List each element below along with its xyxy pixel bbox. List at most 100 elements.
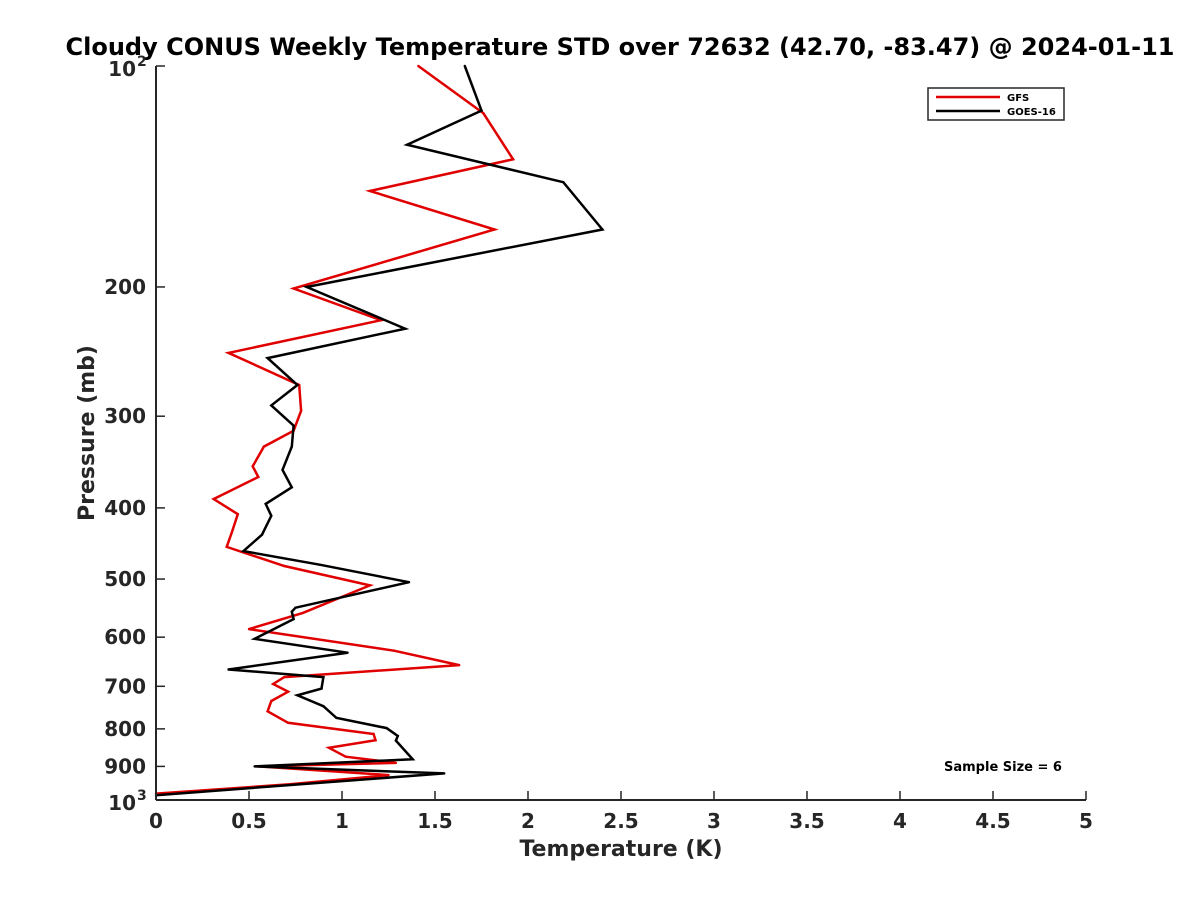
y-tick-label: 900 bbox=[104, 754, 146, 778]
y-tick-label-exponent: 2 bbox=[137, 54, 147, 70]
y-tick-label: 300 bbox=[104, 404, 146, 428]
plot-area: 0 0.5 1 1.5 2 2.5 3 3.5 4 4.5 5 10 2200300400500600… bbox=[104, 54, 1093, 833]
data-point-goes-16-2 bbox=[405, 143, 409, 146]
data-point-goes-16-23 bbox=[253, 637, 256, 640]
data-point-goes-16-36 bbox=[443, 772, 446, 775]
data-point-gfs-12 bbox=[251, 465, 254, 468]
legend: GFS GOES-16 bbox=[927, 87, 1065, 121]
x-tick-label: 1 bbox=[335, 809, 349, 833]
y-tick-label: 500 bbox=[104, 567, 146, 591]
y-axis-label: Pressure (mb) bbox=[75, 345, 100, 521]
data-point-gfs-3 bbox=[368, 189, 372, 193]
data-point-gfs-24 bbox=[283, 675, 286, 679]
y-tick-label: 10 bbox=[108, 791, 136, 815]
data-point-goes-16-5 bbox=[305, 285, 308, 289]
x-tick-label: 5 bbox=[1079, 809, 1093, 833]
series-gfs bbox=[154, 64, 516, 795]
data-point-goes-16-15 bbox=[270, 514, 273, 517]
x-tick-label: 4.5 bbox=[975, 809, 1010, 833]
x-tick-label: 0.5 bbox=[231, 809, 266, 833]
data-point-gfs-9 bbox=[299, 409, 303, 412]
data-point-goes-16-20 bbox=[294, 606, 297, 609]
data-point-gfs-19 bbox=[368, 584, 372, 587]
legend-label-gfs: GFS bbox=[1007, 93, 1029, 104]
data-point-goes-16-31 bbox=[385, 726, 388, 730]
data-point-gfs-31 bbox=[374, 739, 377, 742]
data-point-gfs-0 bbox=[417, 64, 420, 68]
data-point-goes-16-32 bbox=[396, 734, 399, 738]
data-point-goes-16-6 bbox=[404, 327, 407, 330]
data-point-goes-16-9 bbox=[270, 404, 273, 407]
y-tick-label: 400 bbox=[104, 496, 146, 520]
data-point-gfs-11 bbox=[262, 445, 266, 448]
data-point-gfs-23 bbox=[458, 663, 461, 667]
data-point-goes-16-33 bbox=[394, 739, 398, 742]
data-point-goes-16-16 bbox=[260, 533, 264, 536]
x-tick-label: 4 bbox=[893, 809, 907, 833]
y-tick-label: 700 bbox=[104, 674, 146, 698]
x-axis-ticks: 0 0.5 1 1.5 2 2.5 3 3.5 4 4.5 5 bbox=[149, 791, 1093, 833]
data-point-gfs-5 bbox=[292, 287, 295, 290]
data-point-gfs-27 bbox=[270, 699, 273, 703]
x-tick-label: 3.5 bbox=[789, 809, 824, 833]
data-point-goes-16-0 bbox=[463, 64, 466, 68]
data-point-goes-16-11 bbox=[290, 445, 293, 448]
data-point-goes-16-13 bbox=[290, 486, 293, 489]
data-point-gfs-32 bbox=[327, 746, 331, 749]
y-tick-label: 10 bbox=[108, 57, 136, 81]
data-point-goes-16-22 bbox=[292, 617, 295, 621]
data-point-gfs-13 bbox=[257, 475, 260, 479]
data-point-gfs-21 bbox=[247, 627, 251, 631]
x-tick-label: 2.5 bbox=[603, 809, 638, 833]
data-point-goes-16-3 bbox=[562, 181, 565, 184]
data-point-goes-16-4 bbox=[601, 228, 604, 231]
x-tick-label: 2 bbox=[521, 809, 535, 833]
data-point-goes-16-34 bbox=[411, 758, 414, 761]
data-point-gfs-14 bbox=[212, 497, 215, 501]
data-point-gfs-30 bbox=[372, 732, 375, 736]
data-point-gfs-29 bbox=[286, 721, 290, 724]
data-point-goes-16-24 bbox=[346, 651, 349, 654]
data-point-goes-16-19 bbox=[407, 581, 411, 584]
data-point-gfs-33 bbox=[344, 755, 347, 758]
data-point-goes-16-14 bbox=[264, 502, 267, 506]
data-point-goes-16-21 bbox=[290, 610, 293, 613]
data-point-goes-16-10 bbox=[292, 424, 295, 427]
y-tick-label: 200 bbox=[104, 275, 146, 299]
series-line-goes-16 bbox=[155, 65, 605, 797]
data-point-goes-16-26 bbox=[322, 675, 325, 679]
x-tick-label: 3 bbox=[707, 809, 721, 833]
data-point-goes-16-7 bbox=[266, 356, 269, 360]
data-point-gfs-36 bbox=[387, 773, 390, 777]
data-point-goes-16-29 bbox=[322, 705, 325, 708]
sample-size-annotation: Sample Size = 6 bbox=[944, 760, 1062, 775]
series-layer bbox=[154, 64, 605, 797]
data-point-gfs-7 bbox=[227, 351, 230, 355]
data-point-goes-16-12 bbox=[281, 468, 284, 472]
data-point-gfs-26 bbox=[286, 690, 290, 693]
chart-title: Cloudy CONUS Weekly Temperature STD over… bbox=[66, 33, 1175, 61]
series-goes-16 bbox=[154, 64, 605, 797]
y-tick-label: 800 bbox=[104, 717, 146, 741]
legend-label-goes16: GOES-16 bbox=[1007, 107, 1056, 118]
data-point-goes-16-17 bbox=[242, 549, 245, 553]
data-point-gfs-2 bbox=[511, 158, 515, 161]
x-axis-label: Temperature (K) bbox=[519, 837, 722, 862]
y-tick-label: 600 bbox=[104, 625, 146, 649]
data-point-goes-16-28 bbox=[296, 694, 299, 697]
data-point-goes-16-35 bbox=[253, 765, 256, 768]
data-point-gfs-34 bbox=[394, 761, 398, 765]
data-point-gfs-1 bbox=[482, 112, 485, 115]
data-point-gfs-25 bbox=[272, 682, 275, 686]
data-point-gfs-4 bbox=[493, 228, 496, 231]
data-point-gfs-28 bbox=[266, 710, 269, 713]
data-point-goes-16-18 bbox=[318, 563, 321, 566]
data-point-goes-16-30 bbox=[335, 716, 338, 720]
x-tick-label: 1.5 bbox=[417, 809, 452, 833]
data-point-goes-16-27 bbox=[320, 687, 323, 690]
data-point-gfs-22 bbox=[392, 649, 396, 652]
x-tick-label: 0 bbox=[149, 809, 163, 833]
